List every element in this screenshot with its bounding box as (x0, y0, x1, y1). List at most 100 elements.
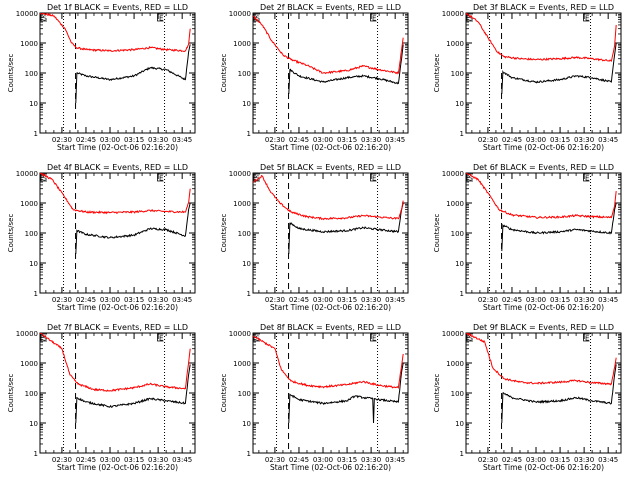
x-tick-label: 02:45 (76, 296, 96, 304)
lld-series-line (40, 333, 191, 392)
corner-mark: E (159, 15, 163, 23)
corner-mark: E (372, 175, 376, 183)
x-tick-label: 03:45 (385, 296, 405, 304)
y-tick-label: 1 (460, 450, 464, 458)
x-axis-label: Start Time (02-Oct-06 02:16:20) (57, 143, 178, 152)
x-tick-label: 03:15 (337, 296, 357, 304)
y-tick-label: 1000 (20, 200, 38, 208)
x-tick-label: 02:45 (76, 456, 96, 464)
y-tick-label: 1 (34, 290, 38, 298)
events-series-line (75, 364, 191, 424)
x-tick-label: 03:15 (550, 296, 570, 304)
y-tick-label: 1 (460, 130, 464, 138)
y-tick-label: 1000 (233, 360, 251, 368)
y-tick-label: 1000 (446, 200, 464, 208)
corner-mark-box (370, 333, 377, 342)
corner-mark: S (469, 175, 474, 183)
lld-series-line (253, 15, 404, 75)
x-tick-label: 03:15 (124, 136, 144, 144)
x-tick-label: 03:30 (148, 456, 168, 464)
x-tick-label: 03:00 (100, 456, 120, 464)
x-tick-label: 02:30 (265, 296, 285, 304)
y-tick-label: 10000 (16, 10, 38, 18)
x-tick-label: 03:15 (337, 456, 357, 464)
panel-title: Det 7f BLACK = Events, RED = LLD (47, 323, 188, 332)
y-tick-label: 10000 (442, 330, 464, 338)
corner-mark-box (253, 13, 260, 22)
panel-title: Det 8f BLACK = Events, RED = LLD (260, 323, 401, 332)
corner-mark: E (372, 335, 376, 343)
events-series-line (288, 202, 404, 254)
y-tick-label: 10000 (16, 170, 38, 178)
x-axis-label: Start Time (02-Oct-06 02:16:20) (483, 463, 604, 472)
x-tick-label: 02:45 (76, 136, 96, 144)
lld-series-line (466, 333, 617, 386)
y-tick-label: 10 (29, 260, 38, 268)
corner-mark: S (43, 335, 48, 343)
panel-title: Det 6f BLACK = Events, RED = LLD (473, 163, 614, 172)
lld-series-line (253, 335, 404, 390)
corner-mark-box (466, 333, 473, 342)
x-tick-label: 03:00 (313, 136, 333, 144)
x-tick-label: 02:45 (289, 456, 309, 464)
y-tick-label: 1 (34, 450, 38, 458)
y-tick-label: 1000 (446, 40, 464, 48)
x-tick-label: 03:45 (598, 296, 618, 304)
corner-mark-box (253, 173, 260, 182)
y-tick-label: 10000 (16, 330, 38, 338)
y-tick-label: 1 (247, 130, 251, 138)
x-tick-label: 02:30 (478, 456, 498, 464)
y-tick-label: 100 (451, 390, 464, 398)
y-tick-label: 100 (25, 390, 38, 398)
panel-2: Det 2f BLACK = Events, RED = LLD 1 10 100 10… (220, 3, 409, 152)
x-tick-label: 02:45 (502, 296, 522, 304)
events-series-line (501, 202, 617, 252)
x-tick-label: 03:00 (526, 296, 546, 304)
corner-mark-box (157, 13, 164, 22)
x-tick-label: 03:30 (574, 136, 594, 144)
panel-title: Det 3f BLACK = Events, RED = LLD (473, 3, 614, 12)
y-tick-label: 1000 (233, 200, 251, 208)
events-series-line (501, 364, 617, 424)
x-tick-label: 02:30 (52, 296, 72, 304)
x-tick-label: 03:30 (574, 296, 594, 304)
x-tick-label: 02:30 (478, 296, 498, 304)
panel-1: Det 1f BLACK = Events, RED = LLD 1 10 100 10… (7, 3, 196, 152)
y-tick-label: 1000 (20, 360, 38, 368)
y-tick-label: 1 (460, 290, 464, 298)
y-tick-label: 100 (238, 70, 251, 78)
panel-4: Det 4f BLACK = Events, RED = LLD 1 10 100 10… (7, 163, 196, 312)
y-tick-label: 10 (455, 100, 464, 108)
x-tick-label: 03:15 (550, 456, 570, 464)
corner-mark-box (466, 13, 473, 22)
y-axis-label: Counts/sec (220, 374, 228, 413)
y-tick-label: 100 (451, 70, 464, 78)
y-tick-label: 100 (238, 390, 251, 398)
x-tick-label: 03:15 (124, 456, 144, 464)
panel-6: Det 6f BLACK = Events, RED = LLD 1 10 100 10… (433, 163, 622, 312)
y-tick-label: 1 (247, 450, 251, 458)
x-tick-label: 03:15 (550, 136, 570, 144)
corner-mark-box (370, 173, 377, 182)
y-tick-label: 10 (242, 260, 251, 268)
y-axis-label: Counts/sec (433, 374, 441, 413)
y-tick-label: 10 (29, 420, 38, 428)
x-tick-label: 03:00 (526, 136, 546, 144)
y-tick-label: 100 (25, 230, 38, 238)
events-series-line (501, 42, 617, 94)
y-axis-label: Counts/sec (7, 214, 15, 253)
x-tick-label: 03:15 (124, 296, 144, 304)
x-tick-label: 03:45 (598, 456, 618, 464)
x-tick-label: 03:45 (598, 136, 618, 144)
y-tick-label: 1 (34, 130, 38, 138)
y-tick-label: 10 (29, 100, 38, 108)
panel-title: Det 9f BLACK = Events, RED = LLD (473, 323, 614, 332)
y-tick-label: 1 (247, 290, 251, 298)
y-tick-label: 10 (455, 260, 464, 268)
x-axis-label: Start Time (02-Oct-06 02:16:20) (270, 303, 391, 312)
panel-3: Det 3f BLACK = Events, RED = LLD 1 10 100 10… (433, 3, 622, 152)
y-tick-label: 10000 (442, 10, 464, 18)
y-axis-label: Counts/sec (220, 54, 228, 93)
x-tick-label: 02:45 (502, 136, 522, 144)
